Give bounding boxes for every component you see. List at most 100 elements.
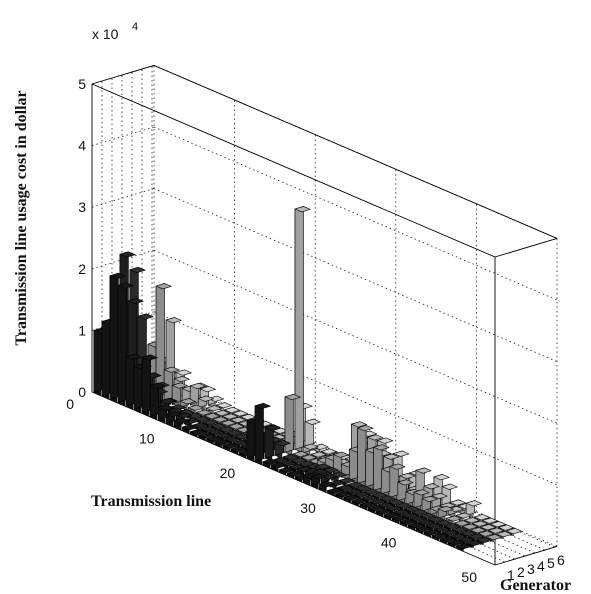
bar (200, 425, 217, 432)
x-tick-label: 40 (381, 534, 397, 550)
multiplier-label: x 10 (92, 26, 119, 42)
bar (353, 491, 370, 498)
bar (141, 354, 151, 414)
x-tick-label: 10 (139, 431, 155, 447)
bar (357, 425, 374, 432)
bar (284, 393, 301, 401)
bar (452, 526, 468, 533)
generator-axis-title: Generator (500, 577, 571, 594)
bar (171, 382, 188, 389)
bar (435, 519, 452, 526)
bar (433, 526, 450, 533)
bar (411, 509, 428, 516)
bar (447, 505, 464, 513)
bar (443, 523, 460, 530)
bar (431, 492, 448, 499)
bar (166, 411, 182, 418)
bar (319, 481, 336, 488)
bar (220, 419, 237, 426)
y-axis-title: Transmission line usage cost in dollar (13, 90, 30, 345)
bar (463, 517, 480, 524)
bar (351, 421, 368, 428)
bar (254, 402, 271, 410)
bar (450, 533, 467, 540)
bar (155, 283, 165, 398)
bar (230, 446, 247, 453)
bar (125, 353, 135, 407)
box-edge (91, 391, 496, 566)
z-tick-label: 1 (78, 322, 86, 338)
bar (377, 501, 394, 509)
generator-tick-label: 6 (557, 552, 565, 568)
z-tick-label: 4 (78, 138, 86, 154)
bar (119, 251, 136, 258)
bar (393, 508, 410, 515)
bar (361, 495, 378, 502)
bar (456, 543, 473, 550)
bar (371, 492, 388, 499)
bar (176, 412, 192, 419)
bar (184, 417, 201, 424)
bar (415, 525, 432, 532)
bar (345, 488, 362, 495)
bar (373, 444, 383, 491)
bar (407, 522, 424, 529)
bar (159, 398, 176, 405)
x-tick-label: 50 (461, 569, 477, 585)
bar (440, 536, 457, 543)
bar (292, 451, 309, 458)
grid-line (153, 249, 558, 424)
bar (300, 454, 317, 461)
bar (468, 533, 485, 540)
bar (466, 540, 483, 547)
bar (496, 531, 513, 538)
bar (198, 432, 215, 439)
bar (476, 537, 493, 544)
grid-line (91, 126, 155, 146)
bar (228, 423, 245, 430)
bar (101, 318, 111, 396)
bar (379, 495, 396, 502)
bar (165, 317, 182, 324)
bar (415, 467, 432, 474)
bar (369, 498, 386, 505)
bar (391, 515, 408, 522)
bar (403, 505, 420, 512)
bar (270, 462, 287, 469)
bar (199, 386, 216, 393)
box-edge (91, 64, 155, 85)
bar (157, 404, 174, 411)
axes-box (91, 64, 558, 566)
bar (486, 534, 503, 541)
bar (363, 488, 380, 495)
bar (254, 402, 264, 462)
bar (473, 514, 490, 521)
bar (441, 483, 458, 490)
bar (419, 512, 436, 519)
bar (214, 409, 231, 417)
bar (224, 436, 241, 443)
bar (490, 521, 507, 528)
bar (127, 298, 144, 305)
bar (174, 417, 191, 424)
bar (383, 511, 400, 518)
bar (186, 412, 202, 419)
bar (302, 443, 319, 450)
bar (327, 487, 344, 494)
bar (155, 283, 172, 290)
bar (383, 453, 400, 460)
bar (455, 512, 472, 519)
bar (218, 426, 235, 433)
bar (207, 395, 224, 402)
bar (395, 502, 412, 509)
bar (437, 505, 454, 512)
bar (335, 491, 352, 498)
bar (373, 444, 390, 451)
bar (462, 523, 478, 530)
bar (109, 272, 126, 280)
bar (311, 473, 328, 480)
bar (202, 419, 219, 426)
bar (377, 437, 394, 444)
bar (224, 406, 241, 414)
